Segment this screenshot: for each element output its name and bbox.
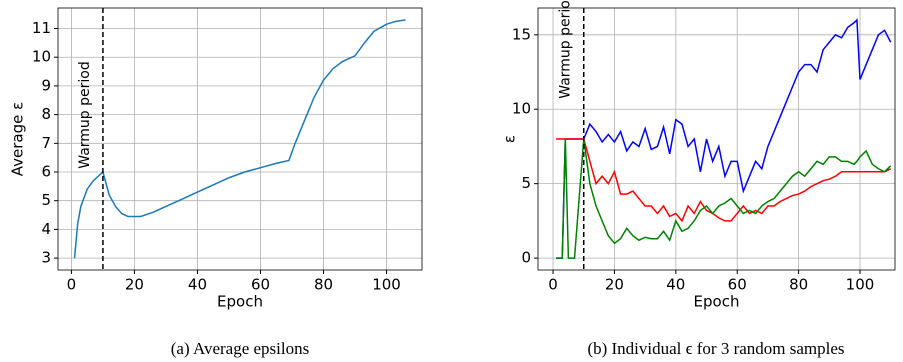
x-tick-label: 60: [251, 276, 270, 294]
series-line: [556, 18, 892, 259]
y-tick-label: 5: [41, 191, 51, 209]
y-tick-label: 9: [41, 76, 51, 94]
y-tick-label: 10: [32, 48, 51, 66]
y-tick-label: 15: [512, 25, 531, 43]
annotation: Warmup period: [558, 0, 574, 99]
x-tick-label: 20: [605, 276, 624, 294]
y-tick-label: 0: [521, 249, 531, 267]
x-tick-label: 40: [666, 276, 685, 294]
x-tick-label: 100: [846, 276, 875, 294]
y-tick-label: 7: [41, 134, 51, 152]
y-tick-label: 6: [41, 163, 51, 181]
y-tick-label: 5: [521, 174, 531, 192]
y-tick-label: 11: [32, 19, 51, 37]
series-line: [556, 138, 892, 259]
x-tick-label: 20: [125, 276, 144, 294]
y-axis-label: Average ε: [9, 102, 27, 176]
x-tick-label: 80: [789, 276, 808, 294]
caption: (b) Individual ϵ for 3 random samples: [587, 339, 844, 358]
x-tick-label: 60: [728, 276, 747, 294]
series-line: [556, 138, 892, 223]
y-axis-label: ε: [501, 135, 519, 143]
y-tick-label: 4: [41, 220, 51, 238]
series-line: [73, 19, 406, 259]
y-tick-label: 10: [512, 100, 531, 118]
plot-frame: [537, 7, 896, 271]
x-tick-label: 80: [314, 276, 333, 294]
x-tick-label: 100: [372, 276, 401, 294]
plot-frame: [57, 7, 423, 271]
x-tick-label: 0: [67, 276, 77, 294]
y-tick-label: 8: [41, 105, 51, 123]
annotation: Warmup period: [77, 61, 93, 168]
x-tick-label: 40: [188, 276, 207, 294]
x-tick-label: 0: [548, 276, 558, 294]
caption: (a) Average epsilons: [171, 339, 309, 358]
x-axis-label: Epoch: [217, 293, 263, 311]
x-axis-label: Epoch: [694, 293, 740, 311]
y-tick-label: 3: [41, 249, 51, 267]
